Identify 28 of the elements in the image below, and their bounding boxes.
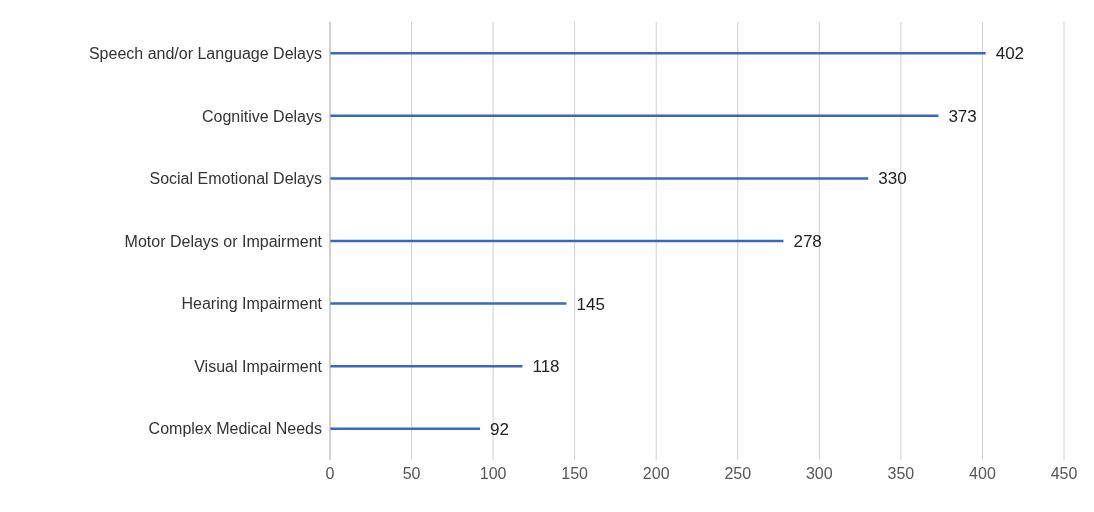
x-tick-label: 400 <box>969 465 996 483</box>
data-label: 92 <box>490 419 509 439</box>
bar <box>330 302 567 305</box>
y-tick-label: Visual Impairment <box>194 357 323 375</box>
y-tick-label: Hearing Impairment <box>181 295 323 313</box>
x-tick-label: 150 <box>561 465 589 483</box>
data-label: 145 <box>576 294 605 314</box>
y-tick-label: Motor Delays or Impairment <box>124 232 323 250</box>
bar <box>330 177 869 180</box>
x-tick-label: 50 <box>402 465 421 483</box>
x-tick-label: 350 <box>887 465 915 483</box>
data-label: 330 <box>878 169 907 189</box>
data-label: 118 <box>532 357 560 377</box>
x-tick-label: 0 <box>325 465 335 483</box>
data-label: 402 <box>995 44 1025 64</box>
data-label: 278 <box>793 232 822 252</box>
x-tick-label: 450 <box>1050 465 1078 483</box>
x-tick-label: 200 <box>642 465 670 483</box>
y-tick-label: Complex Medical Needs <box>148 420 322 438</box>
bar <box>330 52 986 55</box>
data-label: 373 <box>948 106 977 126</box>
y-tick-label: Social Emotional Delays <box>149 170 322 188</box>
x-tick-label: 100 <box>479 465 507 483</box>
x-tick-label: 250 <box>724 465 752 483</box>
y-tick-label: Speech and/or Language Delays <box>88 44 322 62</box>
x-tick-label: 300 <box>805 465 833 483</box>
bar <box>330 427 481 430</box>
y-tick-label: Cognitive Delays <box>201 107 322 125</box>
